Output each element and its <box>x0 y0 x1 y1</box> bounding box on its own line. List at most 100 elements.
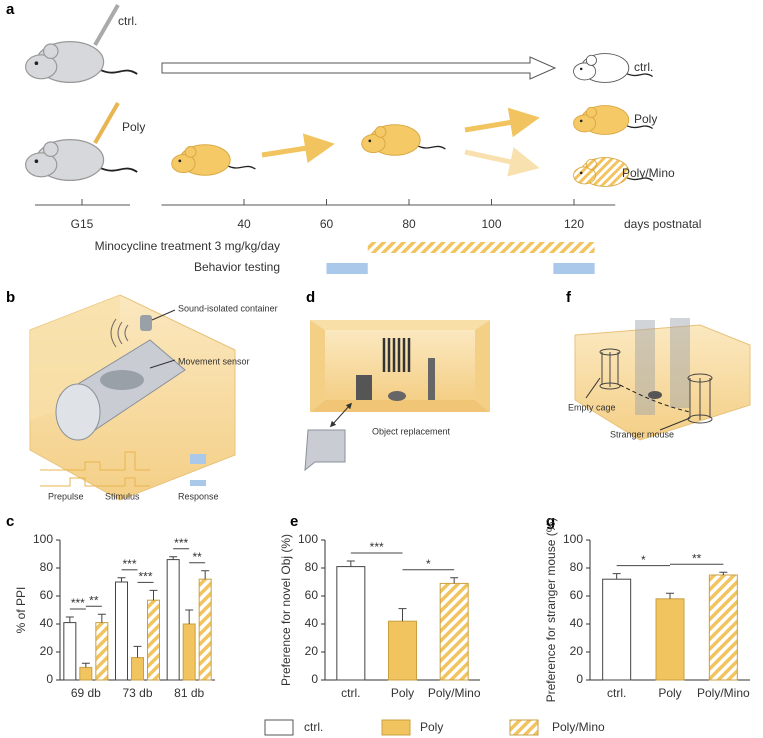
significance-label: ** <box>692 551 702 565</box>
callout: Object replacement <box>372 426 451 436</box>
signal-label: Response <box>178 491 219 501</box>
arrow <box>261 133 335 164</box>
response-trace <box>190 480 206 486</box>
panel-label: a <box>6 1 15 18</box>
bar <box>79 666 93 681</box>
bar <box>63 622 77 681</box>
x-tick-label: Poly <box>658 686 681 700</box>
y-tick-label: 80 <box>40 560 54 574</box>
new-object <box>304 429 346 472</box>
bar <box>708 574 738 681</box>
y-tick-label: 20 <box>305 644 319 658</box>
arrow <box>464 107 540 138</box>
head <box>171 154 196 174</box>
arrow <box>161 56 557 80</box>
y-tick-label: 0 <box>576 672 583 686</box>
bar <box>115 581 128 681</box>
panel-label: c <box>6 513 14 530</box>
stripes <box>382 338 411 372</box>
head <box>573 166 597 185</box>
significance-label: *** <box>370 540 384 554</box>
y-tick-label: 60 <box>40 588 54 602</box>
tick-label: 80 <box>402 217 416 231</box>
error-bar <box>169 556 178 560</box>
y-axis-label: % of PPI <box>14 587 28 634</box>
eye <box>579 67 583 71</box>
y-tick-label: 40 <box>40 616 54 630</box>
significance-label: ** <box>89 593 99 607</box>
x-tick-label: 81 db <box>174 686 204 700</box>
mouse <box>573 157 653 187</box>
ear <box>374 126 387 138</box>
error-bar <box>65 616 74 623</box>
x-tick-label: Poly/Mino <box>428 686 481 700</box>
error-bar <box>149 589 158 601</box>
signal-label: Stimulus <box>105 491 140 501</box>
bar <box>198 578 212 681</box>
eye <box>34 61 39 65</box>
signal-label: Prepulse <box>48 491 84 501</box>
eye <box>178 159 182 163</box>
leader <box>149 359 176 369</box>
x-tick-label: 69 db <box>71 686 101 700</box>
mouse <box>24 40 138 84</box>
y-tick-label: 60 <box>570 588 584 602</box>
chamber <box>574 324 751 441</box>
bar <box>336 566 366 681</box>
error-bar <box>81 662 90 668</box>
mouse <box>388 391 406 401</box>
head <box>361 134 386 154</box>
tail <box>625 124 653 130</box>
head <box>24 54 58 80</box>
y-tick-label: 100 <box>298 532 318 546</box>
error-bar <box>612 573 621 580</box>
wall <box>310 320 490 330</box>
leader <box>585 377 601 399</box>
tail <box>98 68 138 75</box>
mouse <box>573 105 653 135</box>
y-tick-label: 0 <box>311 672 318 686</box>
y-axis-label: Preference for novel Obj (%) <box>279 534 293 686</box>
sound <box>110 318 129 348</box>
illustrations <box>24 4 653 187</box>
group-label: Poly/Mino <box>622 166 675 180</box>
y-tick-label: 20 <box>40 644 54 658</box>
ear <box>42 141 59 157</box>
error-bar <box>97 613 106 623</box>
y-tick-label: 20 <box>570 644 584 658</box>
legend-label: ctrl. <box>304 720 323 734</box>
y-tick-label: 100 <box>563 532 583 546</box>
object <box>428 358 435 400</box>
leader <box>659 417 691 431</box>
mouse <box>648 391 662 399</box>
tail <box>625 176 653 182</box>
bar-label: Behavior testing <box>194 260 280 274</box>
error-bar <box>346 560 355 567</box>
ear <box>42 43 59 59</box>
x-tick-label: 73 db <box>122 686 152 700</box>
head <box>24 152 58 178</box>
divider <box>670 318 690 408</box>
wall <box>310 320 325 412</box>
timeline-bar <box>553 263 595 274</box>
syringe <box>93 4 120 46</box>
tail <box>625 72 653 78</box>
response-trace <box>190 454 206 464</box>
eye <box>579 171 583 175</box>
speaker <box>140 315 152 331</box>
panel-label: e <box>290 513 298 530</box>
bar <box>655 598 685 681</box>
object <box>356 375 372 400</box>
x-tick-label: Poly/Mino <box>697 686 750 700</box>
y-tick-label: 80 <box>570 560 584 574</box>
eye <box>34 159 39 163</box>
tick-label: 100 <box>481 217 501 231</box>
timeline-bar <box>326 263 368 274</box>
bar <box>131 657 144 681</box>
tail <box>226 164 256 170</box>
y-tick-label: 60 <box>305 588 319 602</box>
tail <box>98 166 138 173</box>
significance-label: ** <box>192 550 202 564</box>
arrow <box>464 147 540 177</box>
syringe <box>93 102 120 144</box>
